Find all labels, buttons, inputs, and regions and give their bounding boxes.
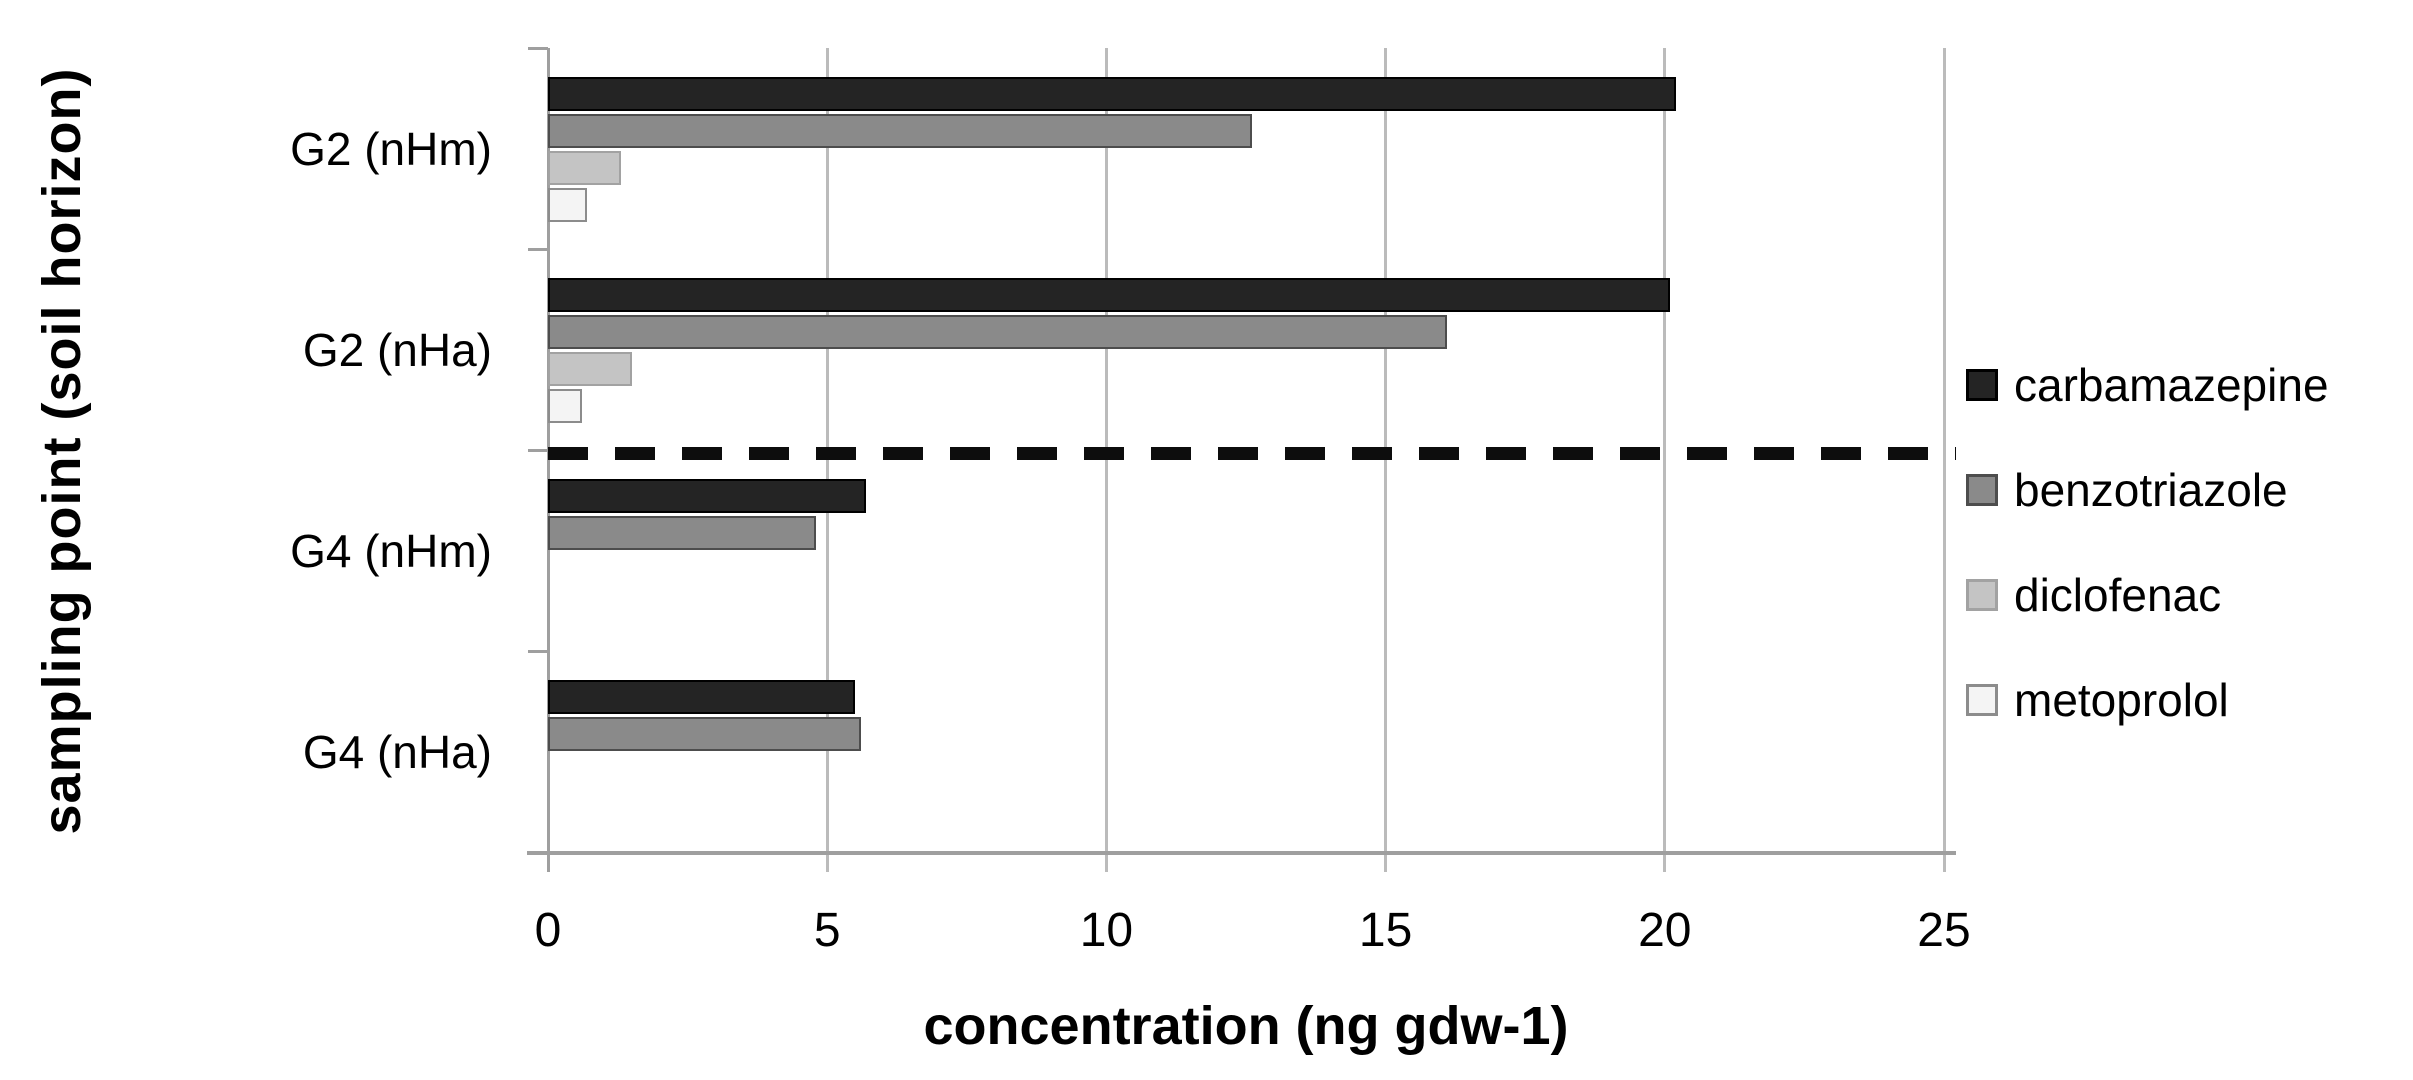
legend-label: metoprolol xyxy=(2014,674,2229,726)
carbamazepine-swatch-icon xyxy=(1966,369,1998,401)
diclofenac-swatch-icon xyxy=(1966,579,1998,611)
category-label: G2 (nHa) xyxy=(302,323,492,376)
bar-carbamazepine xyxy=(548,77,1676,111)
x-gridline xyxy=(1942,48,1946,872)
bar-metoprolol xyxy=(548,188,587,222)
legend-label: carbamazepine xyxy=(2014,359,2329,411)
x-gridline xyxy=(1104,48,1108,872)
category-boundary-tick xyxy=(528,449,548,452)
bar-carbamazepine xyxy=(548,680,855,714)
x-tick-label: 10 xyxy=(1079,904,1134,957)
metoprolol-swatch-icon xyxy=(1966,684,1998,716)
y-axis-line xyxy=(546,48,550,872)
legend-item: carbamazepine xyxy=(1966,359,2329,411)
category-boundary-tick xyxy=(528,650,548,653)
legend-item: benzotriazole xyxy=(1966,464,2329,516)
category-label: G4 (nHm) xyxy=(290,524,492,577)
x-axis-line xyxy=(527,851,1956,855)
category-label: G4 (nHa) xyxy=(302,725,492,778)
legend: carbamazepine benzotriazole diclofenac meto… xyxy=(1966,359,2329,788)
bar-benzotriazole xyxy=(548,315,1447,349)
bar-metoprolol xyxy=(548,389,582,423)
bar-carbamazepine xyxy=(548,479,866,513)
x-tick-label: 0 xyxy=(534,904,562,957)
legend-item: diclofenac xyxy=(1966,569,2329,621)
legend-label: diclofenac xyxy=(2014,569,2222,621)
benzotriazole-swatch-icon xyxy=(1966,474,1998,506)
bar-benzotriazole xyxy=(548,717,861,751)
legend-label: benzotriazole xyxy=(2014,464,2288,516)
category-label: G2 (nHm) xyxy=(290,122,492,175)
bar-diclofenac xyxy=(548,352,632,386)
x-axis-title: concentration (ng gdw-1) xyxy=(923,996,1569,1056)
x-tick-label: 20 xyxy=(1638,904,1692,957)
dashed-separator-line xyxy=(548,447,1956,460)
bar-carbamazepine xyxy=(548,278,1670,312)
x-tick-label: 15 xyxy=(1358,904,1413,957)
x-gridline xyxy=(1384,48,1388,872)
x-tick-label: 25 xyxy=(1917,904,1971,957)
bar-benzotriazole xyxy=(548,516,816,550)
category-boundary-tick xyxy=(528,47,548,50)
x-tick-label: 5 xyxy=(813,904,841,957)
x-gridline xyxy=(825,48,829,872)
category-boundary-tick xyxy=(528,248,548,251)
legend-item: metoprolol xyxy=(1966,674,2329,726)
x-gridline xyxy=(1663,48,1667,872)
bar-diclofenac xyxy=(548,151,621,185)
bar-benzotriazole xyxy=(548,114,1252,148)
